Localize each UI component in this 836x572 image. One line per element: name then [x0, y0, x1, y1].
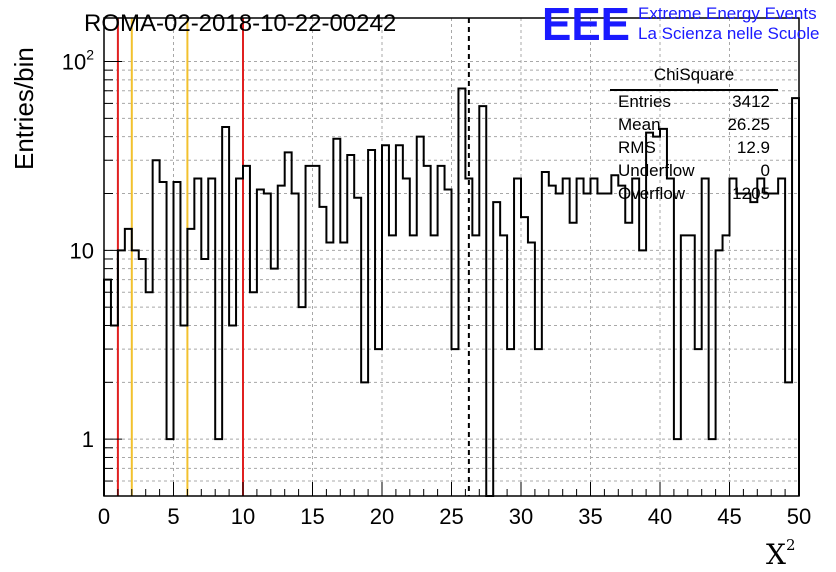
y-tick-label: 1: [82, 427, 94, 452]
x-tick-label: 5: [167, 504, 179, 529]
stats-value: 3412: [732, 92, 770, 111]
stats-row-mean: Mean 26.25: [618, 115, 770, 137]
histogram-line: [103, 87, 800, 497]
collaboration-subtitle: La Scienza nelle Scuole: [638, 24, 820, 43]
y-axis-title: Entries/bin: [9, 47, 39, 170]
x-tick-label: 50: [787, 504, 811, 529]
svg-text:EEE: EEE: [542, 2, 630, 44]
x-axis-title-exponent: 2: [785, 535, 796, 554]
stats-row-rms: RMS 12.9: [618, 138, 770, 160]
eee-logo: EEE: [542, 2, 630, 44]
stats-label: Overflow: [618, 184, 686, 203]
x-tick-label: 15: [300, 504, 324, 529]
stats-title: ChiSquare: [653, 65, 735, 84]
x-tick-label: 10: [231, 504, 255, 529]
x-tick-label: 40: [648, 504, 672, 529]
stats-value: 12.9: [736, 138, 770, 157]
x-tick-label: 30: [509, 504, 533, 529]
x-axis-title-base: X: [766, 538, 786, 571]
x-tick-label: 45: [717, 504, 741, 529]
x-tick-label: 35: [578, 504, 602, 529]
stats-value: 0: [760, 161, 770, 180]
plot-title: ROMA-02-2018-10-22-00242: [84, 10, 397, 37]
x-tick-label: 20: [370, 504, 394, 529]
y-tick-label: 102: [62, 47, 94, 75]
stats-label: Entries: [618, 92, 671, 111]
stats-label: Underflow: [618, 161, 695, 180]
stats-label: RMS: [618, 138, 656, 157]
stats-row-overflow: Overflow 1205: [618, 184, 770, 206]
x-tick-label: 25: [439, 504, 463, 529]
y-tick-label: 10: [70, 238, 94, 263]
stats-value: 26.25: [727, 115, 770, 134]
collaboration-name: Extreme Energy Events: [638, 4, 817, 23]
x-axis-title: X2: [766, 535, 796, 571]
stats-row-entries: Entries 3412: [618, 92, 770, 114]
stats-value: 1205: [732, 184, 770, 203]
stats-row-underflow: Underflow 0: [618, 161, 770, 183]
stats-title-underline: [610, 89, 778, 91]
stats-label: Mean: [618, 115, 661, 134]
x-tick-label: 0: [98, 504, 110, 529]
